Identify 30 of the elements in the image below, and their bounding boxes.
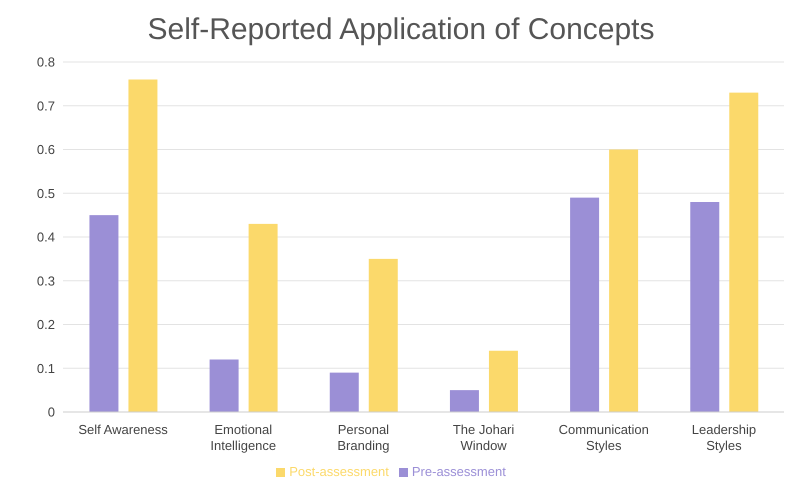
y-tick-label: 0.1 <box>36 360 55 376</box>
bar <box>570 198 600 412</box>
y-tick-label: 0.2 <box>36 317 55 332</box>
y-tick-label: 0.6 <box>36 142 55 158</box>
y-tick-label: 0.4 <box>36 230 55 245</box>
y-tick-label: 0 <box>48 404 55 420</box>
bar <box>488 350 518 412</box>
y-tick-label: 0.7 <box>36 98 55 114</box>
x-tick-label: Leadership Styles <box>692 422 756 453</box>
y-tick-label: 0.8 <box>36 54 55 70</box>
y-tick-label: 0.5 <box>36 186 55 201</box>
bar <box>330 372 359 412</box>
x-tick-label: Personal Branding <box>337 422 390 453</box>
bar <box>690 202 720 412</box>
bar <box>210 360 239 412</box>
bar <box>128 80 158 412</box>
chart-title: Self-Reported Application of Concepts <box>146 12 656 48</box>
bar <box>450 390 479 412</box>
legend-label: Pre-assessment <box>412 464 506 479</box>
legend-label: Post-assessment <box>289 464 389 479</box>
x-tick-label: Communication Styles <box>558 422 649 453</box>
bar <box>368 258 398 412</box>
bar <box>248 224 278 412</box>
bar <box>609 150 638 412</box>
bar <box>729 92 758 412</box>
bar <box>89 215 118 412</box>
x-tick-label: The Johari Window <box>452 422 514 453</box>
x-tick-label: Self Awareness <box>78 422 168 437</box>
y-tick-label: 0.3 <box>36 273 55 288</box>
x-tick-label: Emotional Intelligence <box>210 422 276 453</box>
